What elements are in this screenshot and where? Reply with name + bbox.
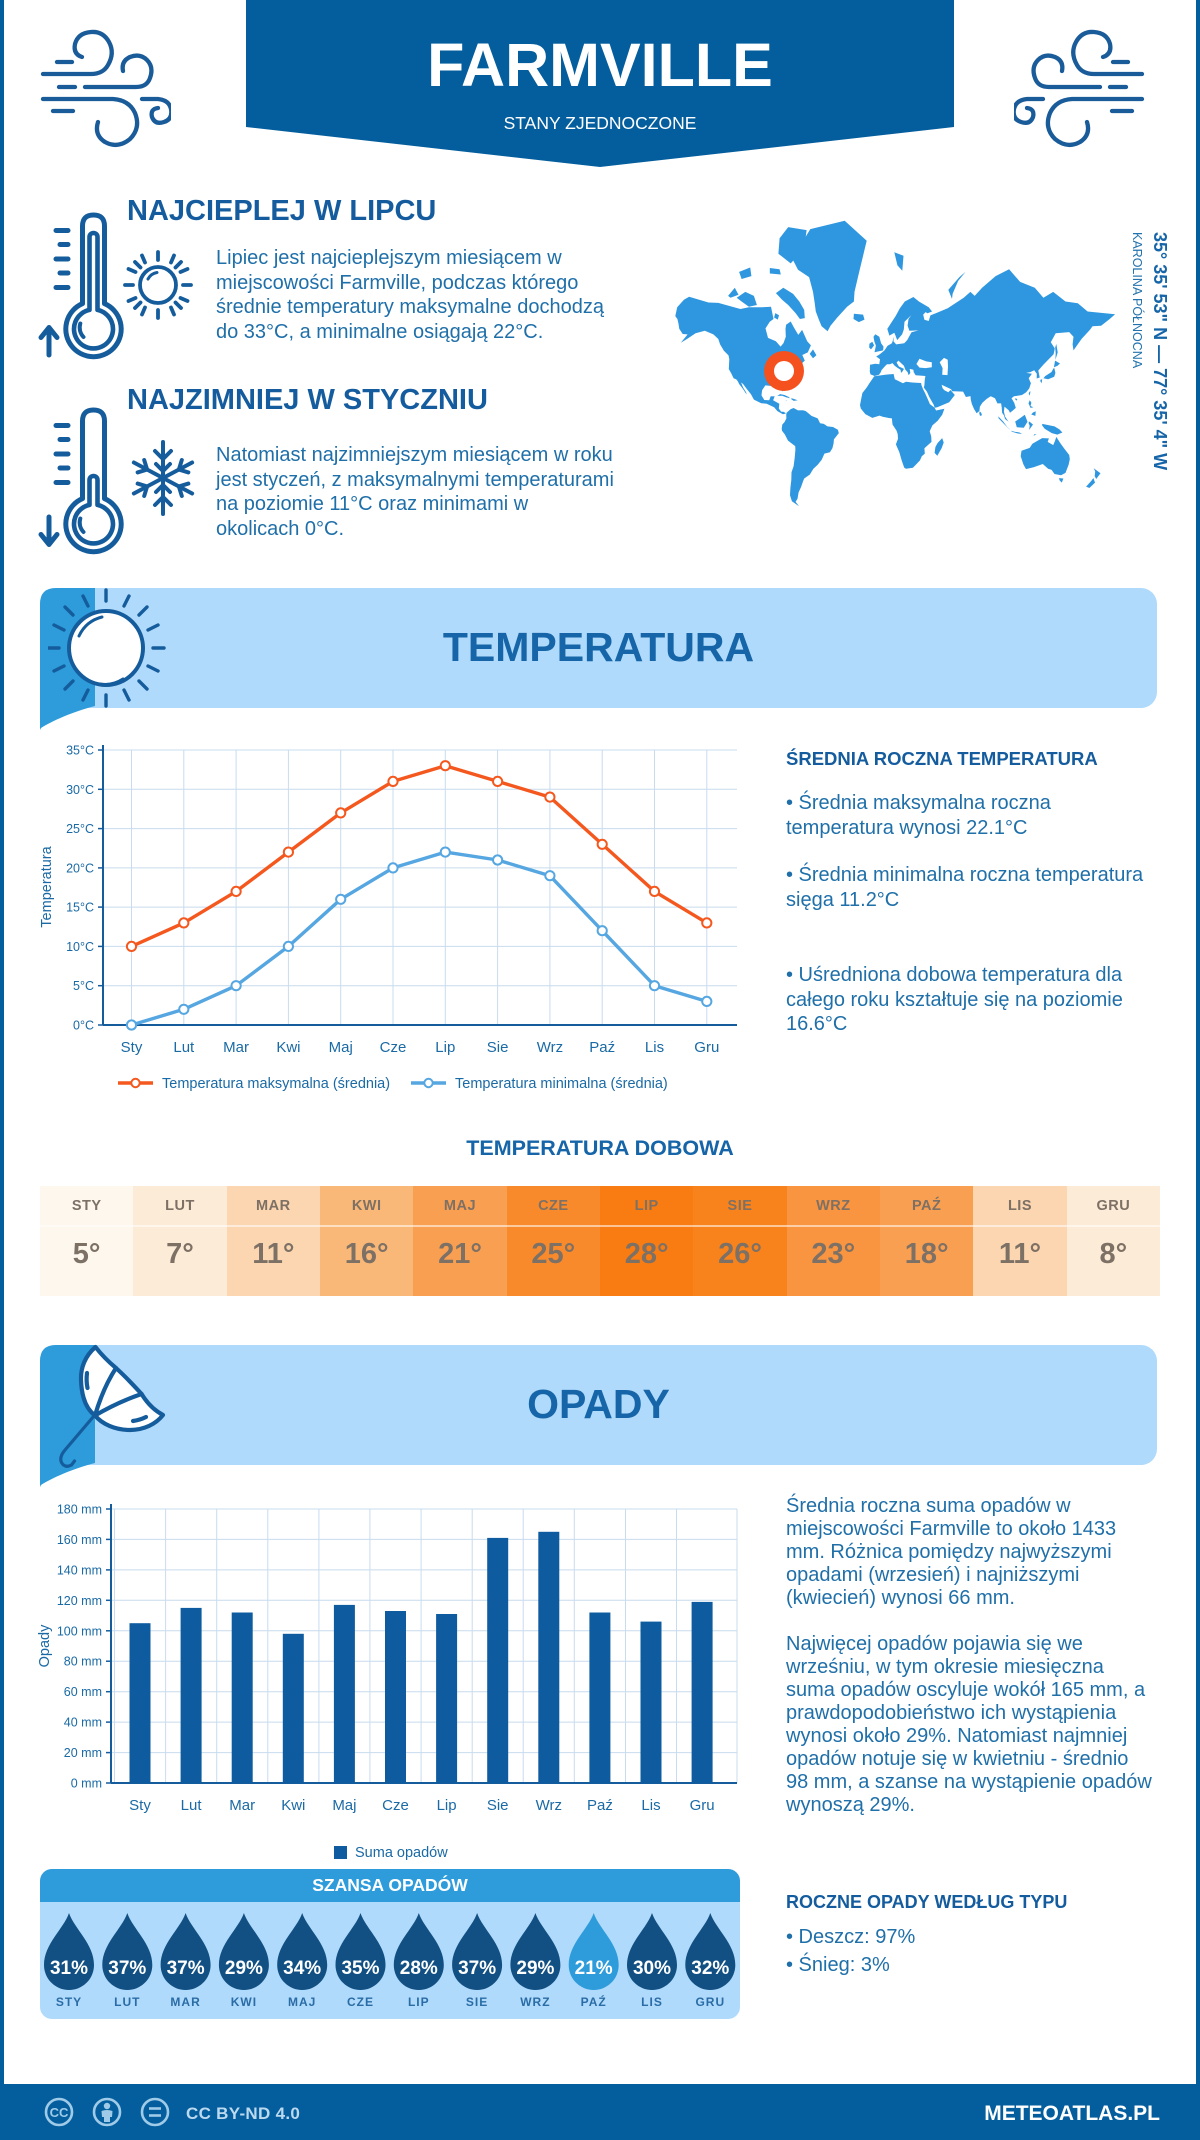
svg-text:Lut: Lut xyxy=(181,1797,203,1814)
svg-text:120 mm: 120 mm xyxy=(57,1594,102,1608)
svg-text:32%: 32% xyxy=(691,1958,729,1979)
svg-text:Maj: Maj xyxy=(332,1797,356,1814)
svg-text:25°C: 25°C xyxy=(66,822,94,836)
svg-text:Paź: Paź xyxy=(589,1039,615,1056)
svg-text:CC: CC xyxy=(50,2105,69,2120)
svg-text:LUT: LUT xyxy=(114,1995,140,2009)
svg-text:Suma opadów: Suma opadów xyxy=(355,1845,448,1861)
svg-text:KWI: KWI xyxy=(231,1995,257,2009)
svg-text:Temperatura minimalna (średnia: Temperatura minimalna (średnia) xyxy=(455,1076,668,1092)
svg-text:SIE: SIE xyxy=(466,1995,488,2009)
svg-text:Sty: Sty xyxy=(121,1039,143,1056)
svg-text:Sie: Sie xyxy=(487,1039,509,1056)
svg-text:29%: 29% xyxy=(225,1958,263,1979)
svg-text:MAR: MAR xyxy=(170,1995,200,2009)
svg-text:Wrz: Wrz xyxy=(536,1797,562,1814)
svg-text:80 mm: 80 mm xyxy=(64,1655,102,1669)
svg-text:31%: 31% xyxy=(50,1958,88,1979)
svg-text:Lip: Lip xyxy=(437,1797,457,1814)
svg-text:Temperatura maksymalna (średni: Temperatura maksymalna (średnia) xyxy=(162,1076,390,1092)
svg-text:Sie: Sie xyxy=(487,1797,509,1814)
svg-text:Mar: Mar xyxy=(223,1039,249,1056)
svg-text:60 mm: 60 mm xyxy=(64,1685,102,1699)
svg-text:CZE: CZE xyxy=(347,1995,374,2009)
svg-text:GRU: GRU xyxy=(695,1995,725,2009)
svg-text:Paź: Paź xyxy=(587,1797,613,1814)
svg-text:10°C: 10°C xyxy=(66,940,94,954)
svg-text:40 mm: 40 mm xyxy=(64,1716,102,1730)
svg-text:LIS: LIS xyxy=(641,1995,663,2009)
svg-text:160 mm: 160 mm xyxy=(57,1533,102,1547)
svg-text:Opady: Opady xyxy=(37,1624,53,1667)
svg-text:MAJ: MAJ xyxy=(288,1995,316,2009)
svg-text:Sty: Sty xyxy=(129,1797,151,1814)
svg-text:30%: 30% xyxy=(633,1958,671,1979)
svg-text:21%: 21% xyxy=(575,1958,613,1979)
svg-text:0°C: 0°C xyxy=(73,1019,94,1033)
svg-text:Kwi: Kwi xyxy=(276,1039,300,1056)
svg-text:Maj: Maj xyxy=(329,1039,353,1056)
svg-text:5°C: 5°C xyxy=(73,979,94,993)
svg-text:LIP: LIP xyxy=(408,1995,430,2009)
svg-text:15°C: 15°C xyxy=(66,901,94,915)
svg-text:20°C: 20°C xyxy=(66,861,94,875)
svg-text:35%: 35% xyxy=(341,1958,379,1979)
svg-text:100 mm: 100 mm xyxy=(57,1624,102,1638)
svg-text:STY: STY xyxy=(56,1995,82,2009)
svg-text:Lip: Lip xyxy=(435,1039,455,1056)
svg-text:Temperatura: Temperatura xyxy=(39,845,55,927)
svg-text:Gru: Gru xyxy=(690,1797,715,1814)
svg-text:140 mm: 140 mm xyxy=(57,1563,102,1577)
svg-text:37%: 37% xyxy=(167,1958,205,1979)
svg-text:37%: 37% xyxy=(458,1958,496,1979)
svg-text:37%: 37% xyxy=(108,1958,146,1979)
svg-text:WRZ: WRZ xyxy=(520,1995,550,2009)
svg-text:PAŹ: PAŹ xyxy=(581,1994,607,2009)
svg-text:34%: 34% xyxy=(283,1958,321,1979)
svg-text:Wrz: Wrz xyxy=(537,1039,563,1056)
svg-text:Lut: Lut xyxy=(173,1039,195,1056)
svg-text:Cze: Cze xyxy=(382,1797,409,1814)
svg-text:Gru: Gru xyxy=(694,1039,719,1056)
svg-text:28%: 28% xyxy=(400,1958,438,1979)
svg-text:35°C: 35°C xyxy=(66,744,94,758)
svg-text:Cze: Cze xyxy=(380,1039,407,1056)
svg-text:20 mm: 20 mm xyxy=(64,1746,102,1760)
svg-text:29%: 29% xyxy=(516,1958,554,1979)
svg-text:180 mm: 180 mm xyxy=(57,1503,102,1517)
svg-text:Lis: Lis xyxy=(645,1039,664,1056)
svg-text:Kwi: Kwi xyxy=(281,1797,305,1814)
svg-text:Lis: Lis xyxy=(641,1797,660,1814)
svg-text:30°C: 30°C xyxy=(66,783,94,797)
svg-text:Mar: Mar xyxy=(229,1797,255,1814)
svg-text:0 mm: 0 mm xyxy=(71,1777,102,1791)
